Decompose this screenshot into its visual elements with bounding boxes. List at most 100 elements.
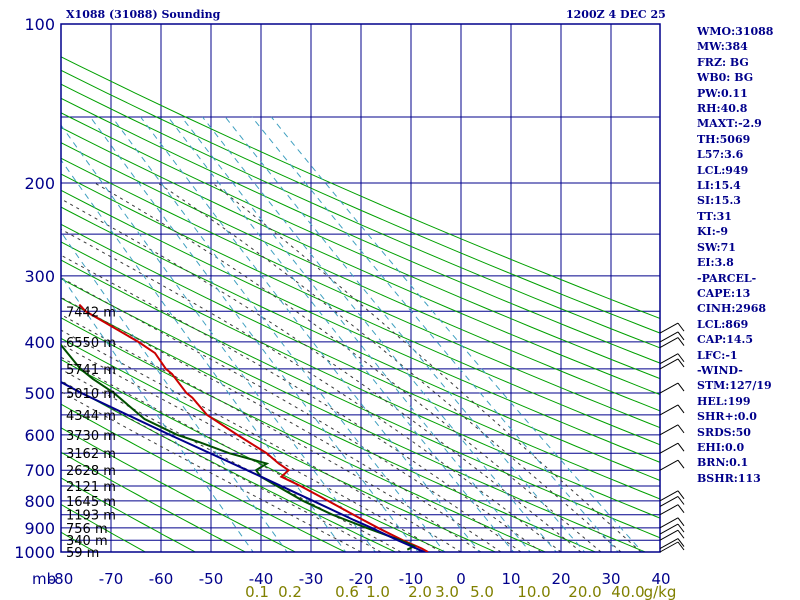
dry-adiabat-line [61,477,197,552]
moist-adiabat-line [61,329,462,552]
stat-line: KI:-9 [697,225,728,239]
height-label: 5010 m [66,387,116,402]
dry-adiabat-line [61,259,660,539]
wind-barb-flag [677,529,685,539]
pressure-tick-label: 100 [24,15,55,34]
stat-line: LFC:-1 [697,348,738,362]
dry-adiabat-line [61,126,660,396]
wind-barb-shaft [659,504,679,516]
wind-barb [659,442,685,454]
temperature-tick-label: 10 [501,570,520,588]
stat-line: CAP:14.5 [697,333,754,347]
wind-barb-flag [677,322,685,332]
wind-barb [659,490,685,502]
dry-adiabat-line [61,97,660,364]
wind-barb-shaft [659,331,679,343]
stat-line: LCL:869 [697,317,749,331]
dry-adiabat-line [61,503,147,552]
stat-line: BRN:0.1 [697,456,749,470]
mixing-ratio-line [111,116,446,552]
wind-barb-flag [677,331,685,341]
stat-line: LI:15.4 [697,179,741,193]
profile-lines [61,303,429,552]
height-label: 2628 m [66,464,116,479]
stat-line: PW:0.11 [697,86,748,100]
moist-adiabat-line [61,356,422,552]
wind-barb-flag [677,538,685,547]
height-label: 1645 m [66,495,116,510]
dry-adiabat-line [61,69,660,334]
wind-barb-flag [677,424,685,434]
moist-adiabat-line [157,182,622,552]
moist-adiabat-line [94,182,602,552]
pressure-tick-label: 300 [24,267,55,286]
wind-barb [659,459,685,471]
temperature-tick-label: -80 [49,570,74,588]
pressure-tick-label: 400 [24,333,55,352]
stats-panel: WMO:31088 MW:384 FRZ: BG WB0: BG PW:0.11 RH:4… [697,24,800,486]
wind-barb-flag [677,442,685,452]
moist-adiabat-line [211,182,642,552]
height-label: 5741 m [66,363,116,378]
stat-line: WB0: BG [697,71,754,85]
wind-barb-shaft [659,337,679,348]
pressure-unit-label: mb [32,570,56,588]
wind-barb-flag [677,523,685,533]
moist-adiabat-line [61,368,402,552]
mixing-ratio-line [61,231,288,552]
wind-barb [659,517,685,529]
temperature-tick-label: 30 [601,570,620,588]
mixing-ratio-label: 3.0 [435,583,459,600]
dry-adiabat-line [61,56,660,320]
wind-barb [659,382,685,394]
wind-barb-shaft [659,541,679,553]
dry-adiabat-line [61,358,447,552]
temperature-tick-label: 0 [456,570,466,588]
mixing-ratio-label: 10.0 [517,583,550,600]
mixing-ratio-line [181,116,531,552]
pressure-tick-label: 1000 [14,543,55,562]
dry-adiabat-line [61,337,497,552]
stat-line: FRZ: BG [697,55,749,69]
dry-adiabat-line [61,451,247,552]
dry-adiabat-line [0,35,14,563]
wind-barb [659,529,685,541]
dewpoint-line [61,343,417,551]
pressure-tick-label: 200 [24,174,55,193]
mixing-ratio-line [251,116,619,552]
mixing-ratio-label: 40.0 [611,583,644,600]
height-label: 59 m [66,546,99,561]
dry-adiabat-line [61,112,660,380]
height-label: 756 m [66,522,108,537]
wind-barb [659,538,685,549]
wind-barb-flag [677,517,685,527]
mixing-ratio-line [140,116,481,552]
stat-line: HEL:199 [697,394,751,408]
wind-barb [659,541,685,553]
temperature-tick-label: -50 [199,570,224,588]
wind-barb-flag [677,353,685,363]
wind-barb-flag [677,541,685,551]
height-label: 6550 m [66,336,116,351]
moist-adiabat-line [61,254,542,552]
wind-barb [659,424,685,436]
observation-time: 1200Z 4 DEC 25 [566,8,666,21]
plot-border [60,23,661,553]
wind-barb-shaft [659,529,679,541]
wind-barb-shaft [659,322,679,334]
temperature-tick-label: -30 [299,570,324,588]
wind-barb [659,358,685,370]
temperature-line [78,303,429,552]
wind-barb-shaft [659,496,679,507]
mixing-ratio-label: 1.0 [366,583,390,600]
parcel-line [61,380,425,552]
wind-barb-flag [677,404,685,414]
dry-adiabat-line [61,403,347,552]
dry-adiabat-line [61,317,547,552]
background-grid [0,24,660,563]
mixing-ratio-line [270,116,644,552]
wind-barb [659,353,685,365]
temperature-tick-label: -20 [349,570,374,588]
